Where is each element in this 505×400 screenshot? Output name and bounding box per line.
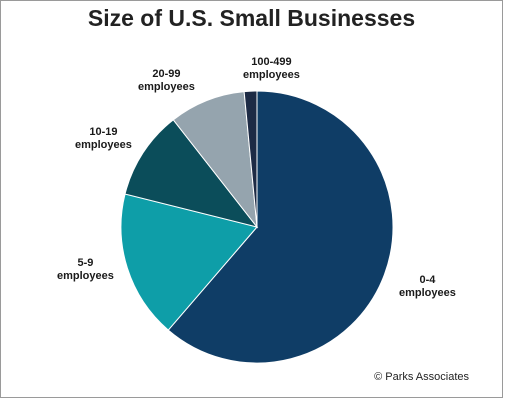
- pie-slice-100-499: [243, 90, 258, 228]
- slice-label-20-99: 20-99 employees: [138, 68, 195, 93]
- slice-label-10-19: 10-19 employees: [75, 126, 132, 151]
- pie-slice-0-4: [167, 90, 394, 364]
- pie-slice-5-9: [120, 193, 258, 331]
- slice-label-100-499: 100-499 employees: [243, 56, 300, 81]
- slice-label-5-9: 5-9 employees: [57, 257, 114, 282]
- chart-title: Size of U.S. Small Businesses: [87, 5, 416, 31]
- slice-label-0-4: 0-4 employees: [399, 274, 456, 299]
- pie-slice-10-19: [124, 119, 259, 228]
- source-note: © Parks Associates: [374, 371, 469, 383]
